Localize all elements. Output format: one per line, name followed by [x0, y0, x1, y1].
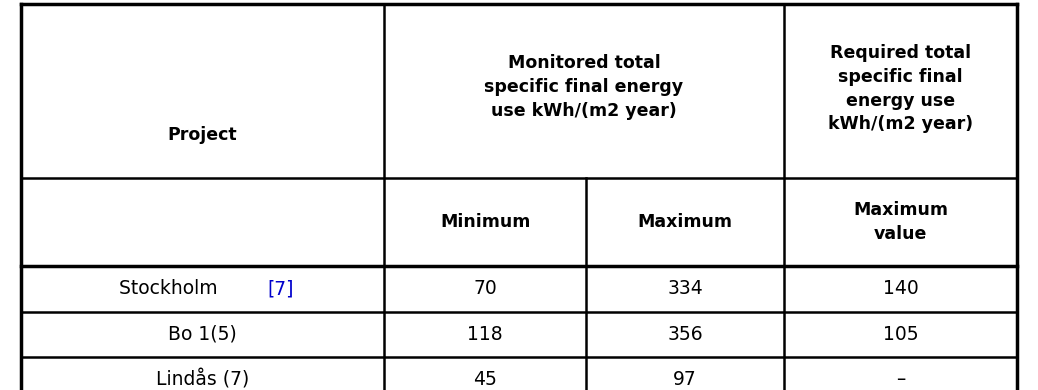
Text: Stockholm: Stockholm [119, 279, 223, 298]
Text: Lindås (7): Lindås (7) [156, 369, 249, 389]
Text: Monitored total
specific final energy
use kWh/(m2 year): Monitored total specific final energy us… [485, 54, 683, 120]
Text: Minimum: Minimum [440, 213, 530, 231]
Text: 118: 118 [467, 325, 503, 344]
Text: Maximum
value: Maximum value [853, 201, 948, 243]
Text: Bo 1(5): Bo 1(5) [168, 325, 237, 344]
Text: [7]: [7] [267, 279, 294, 298]
Text: 334: 334 [667, 279, 703, 298]
Text: –: – [896, 370, 905, 389]
Text: Required total
specific final
energy use
kWh/(m2 year): Required total specific final energy use… [828, 44, 973, 133]
Text: 140: 140 [882, 279, 919, 298]
Text: 45: 45 [473, 370, 497, 389]
Text: 70: 70 [473, 279, 497, 298]
Text: 356: 356 [667, 325, 703, 344]
Text: Project: Project [167, 126, 238, 144]
Text: 105: 105 [882, 325, 919, 344]
Text: Maximum: Maximum [637, 213, 733, 231]
Text: 97: 97 [674, 370, 696, 389]
